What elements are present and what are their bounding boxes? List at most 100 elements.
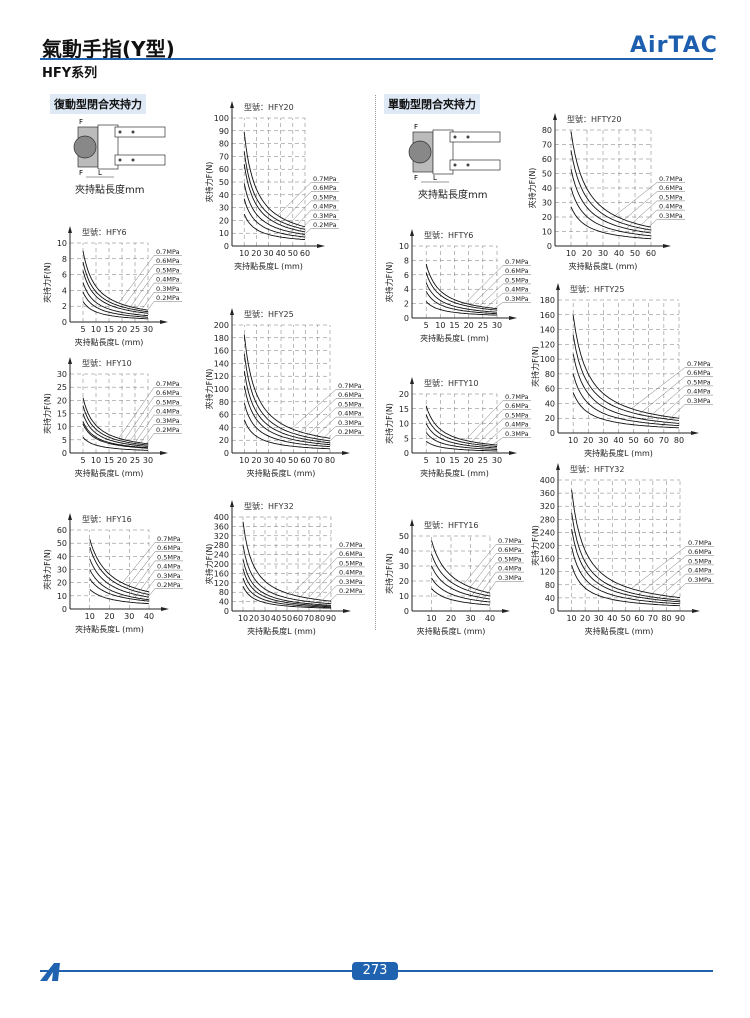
x-tick-label: 30 [263, 249, 273, 258]
x-tick-label: 10 [426, 614, 436, 623]
y-axis-arrow-icon [68, 357, 72, 364]
series-curve [431, 540, 491, 594]
y-tick-label: 0 [550, 429, 555, 438]
chart-title: 型號：HFY6 [82, 227, 127, 237]
legend-label: 0.6MPa [313, 184, 337, 192]
y-axis-arrow-icon [556, 283, 560, 290]
y-tick-label: 120 [540, 568, 555, 577]
x-axis-arrow-icon [160, 451, 168, 455]
chart-title: 型號：HFTY32 [570, 464, 624, 474]
x-axis-arrow-icon [161, 607, 169, 611]
legend-leader-line [138, 579, 156, 601]
x-tick-label: 5 [80, 456, 85, 465]
y-tick-label: 70 [219, 152, 229, 161]
chart-title: 型號：HFTY16 [424, 520, 478, 530]
y-tick-label: 200 [540, 542, 555, 551]
series-curve [242, 577, 331, 608]
x-axis-label: 夾持點長度L (mm) [247, 626, 316, 636]
series-curve [572, 334, 680, 421]
y-tick-label: 50 [399, 532, 409, 541]
y-tick-label: 70 [542, 141, 552, 150]
series-curve [425, 263, 498, 310]
legend-label: 0.5MPa [156, 266, 180, 274]
y-tick-label: 10 [399, 592, 409, 601]
x-tick-label: 60 [644, 436, 654, 445]
y-tick-label: 320 [214, 532, 229, 541]
y-axis-label: 夾持力F(N) [530, 525, 540, 566]
force-label: F [79, 169, 83, 177]
legend-leader-line [484, 437, 504, 451]
legend-label: 0.7MPa [313, 175, 337, 183]
x-tick-label: 25 [130, 325, 140, 334]
x-tick-label: 30 [465, 614, 475, 623]
x-axis-arrow-icon [509, 451, 517, 455]
legend-label: 0.6MPa [505, 402, 529, 410]
y-axis-label: 夾持力F(N) [527, 168, 537, 209]
gripper-diagram-single: F F L [408, 123, 501, 183]
y-tick-label: 50 [57, 539, 67, 548]
y-tick-label: 30 [219, 204, 229, 213]
y-tick-label: 50 [542, 170, 552, 179]
legend-label: 0.7MPa [157, 535, 181, 543]
chart-hfy32: 10 20 30 40 50 60 70 80 900408012016020024028032… [204, 500, 365, 636]
legend-label: 0.4MPa [659, 203, 683, 211]
y-tick-label: 20 [545, 414, 555, 423]
legend-leader-line [321, 435, 337, 449]
y-tick-label: 15 [399, 405, 409, 414]
legend-leader-line [464, 265, 504, 304]
legend-label: 0.4MPa [339, 569, 363, 577]
legend-leader-line [123, 396, 155, 442]
x-tick-label: 15 [449, 456, 459, 465]
diagram-caption-double: 夾持點長度mm [75, 185, 145, 196]
y-axis-arrow-icon [230, 101, 234, 108]
x-tick-label: 25 [130, 456, 140, 465]
chart-hfy16: 10 20 30 40 0 10 20 30 40 50 60 型號：HFY16 夾持點長度L (mm)… [42, 513, 183, 634]
legend-label: 0.3MPa [156, 285, 180, 293]
series-curve [82, 413, 149, 447]
y-tick-label: 20 [542, 213, 552, 222]
legend-leader-line [474, 283, 504, 311]
y-axis-arrow-icon [556, 463, 560, 470]
series-curve [425, 272, 498, 311]
legend-leader-line [303, 407, 337, 440]
chart-hfty16: 10 20 30 40 0 10 20 30 40 50 型號：HFTY16 夾持點長度L (mm) 夾… [384, 519, 524, 636]
legend-leader-line [467, 553, 497, 591]
y-tick-label: 60 [219, 411, 229, 420]
y-axis-label: 夾持力F(N) [42, 393, 52, 434]
x-axis-arrow-icon [692, 609, 700, 613]
y-tick-label: 0 [224, 607, 229, 616]
legend-leader-line [281, 191, 312, 223]
y-tick-label: 140 [540, 326, 555, 335]
legend-label: 0.4MPa [156, 408, 180, 416]
series-curve [425, 282, 498, 313]
x-tick-label: 40 [271, 614, 281, 623]
legend-leader-line [469, 274, 504, 307]
y-tick-label: 280 [214, 541, 229, 550]
y-tick-label: 20 [219, 216, 229, 225]
y-tick-label: 5 [404, 434, 409, 443]
y-tick-label: 0 [62, 318, 67, 327]
legend-label: 0.7MPa [687, 360, 711, 368]
series-curve [82, 423, 149, 449]
x-tick-label: 50 [288, 249, 298, 258]
x-tick-label: 20 [117, 456, 127, 465]
x-tick-label: 10 [566, 249, 576, 258]
y-axis-arrow-icon [68, 513, 72, 520]
x-tick-label: 15 [104, 325, 114, 334]
legend-label: 0.4MPa [156, 276, 180, 284]
legend-leader-line [614, 182, 658, 216]
legend-label: 0.7MPa [505, 393, 529, 401]
y-tick-label: 60 [545, 385, 555, 394]
legend-leader-line [479, 427, 504, 449]
legend-leader-line [123, 264, 155, 308]
series-curve [242, 568, 332, 607]
y-axis-arrow-icon [553, 113, 557, 120]
logo-text: AirTAC [630, 33, 718, 58]
y-tick-label: 140 [214, 359, 229, 368]
y-tick-label: 360 [214, 522, 229, 531]
section-title-single-acting: 單動型閉合夾持力 [384, 94, 480, 114]
series-curve [242, 545, 332, 605]
y-tick-label: 4 [62, 286, 67, 295]
y-tick-label: 0 [224, 242, 229, 251]
